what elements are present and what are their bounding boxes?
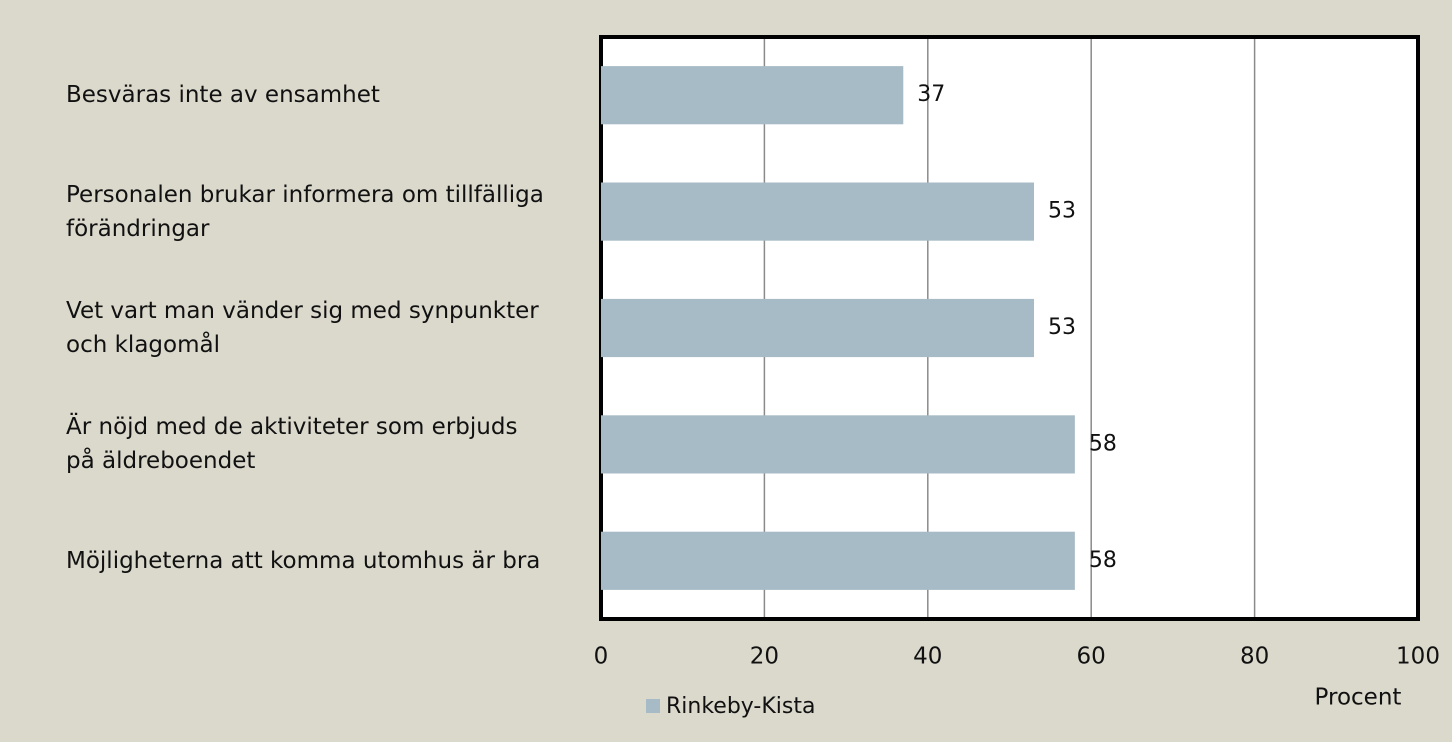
- y-tick-label: Är nöjd med de aktiviteter som erbjuds p…: [66, 414, 518, 475]
- y-tick-label: Besväras inte av ensamhet: [66, 82, 380, 109]
- x-tick-label: 60: [1077, 644, 1106, 670]
- bar: [601, 531, 1075, 590]
- data-label: 53: [1048, 199, 1076, 224]
- x-tick-label: 80: [1240, 644, 1269, 670]
- legend-swatch: [646, 699, 660, 713]
- x-tick-label: 40: [913, 644, 942, 670]
- data-label: 58: [1089, 548, 1117, 573]
- bar: [601, 182, 1035, 241]
- y-tick-label: Vet vart man vänder sig med synpunkter o…: [66, 298, 539, 358]
- data-label: 53: [1048, 315, 1076, 340]
- bar: [601, 298, 1035, 358]
- legend-label: Rinkeby-Kista: [666, 694, 815, 719]
- x-axis-label: Procent: [1315, 685, 1402, 711]
- bar: [601, 66, 904, 125]
- x-tick-label: 0: [594, 644, 609, 670]
- y-tick-label: Möjligheterna att komma utomhus är bra: [66, 547, 541, 574]
- x-tick-label: 100: [1396, 644, 1440, 670]
- x-tick-label: 20: [750, 644, 779, 670]
- data-label: 58: [1089, 431, 1117, 456]
- y-tick-label: Personalen brukar informera om tillfälli…: [66, 181, 544, 242]
- data-label: 37: [917, 82, 945, 107]
- bar: [601, 415, 1075, 474]
